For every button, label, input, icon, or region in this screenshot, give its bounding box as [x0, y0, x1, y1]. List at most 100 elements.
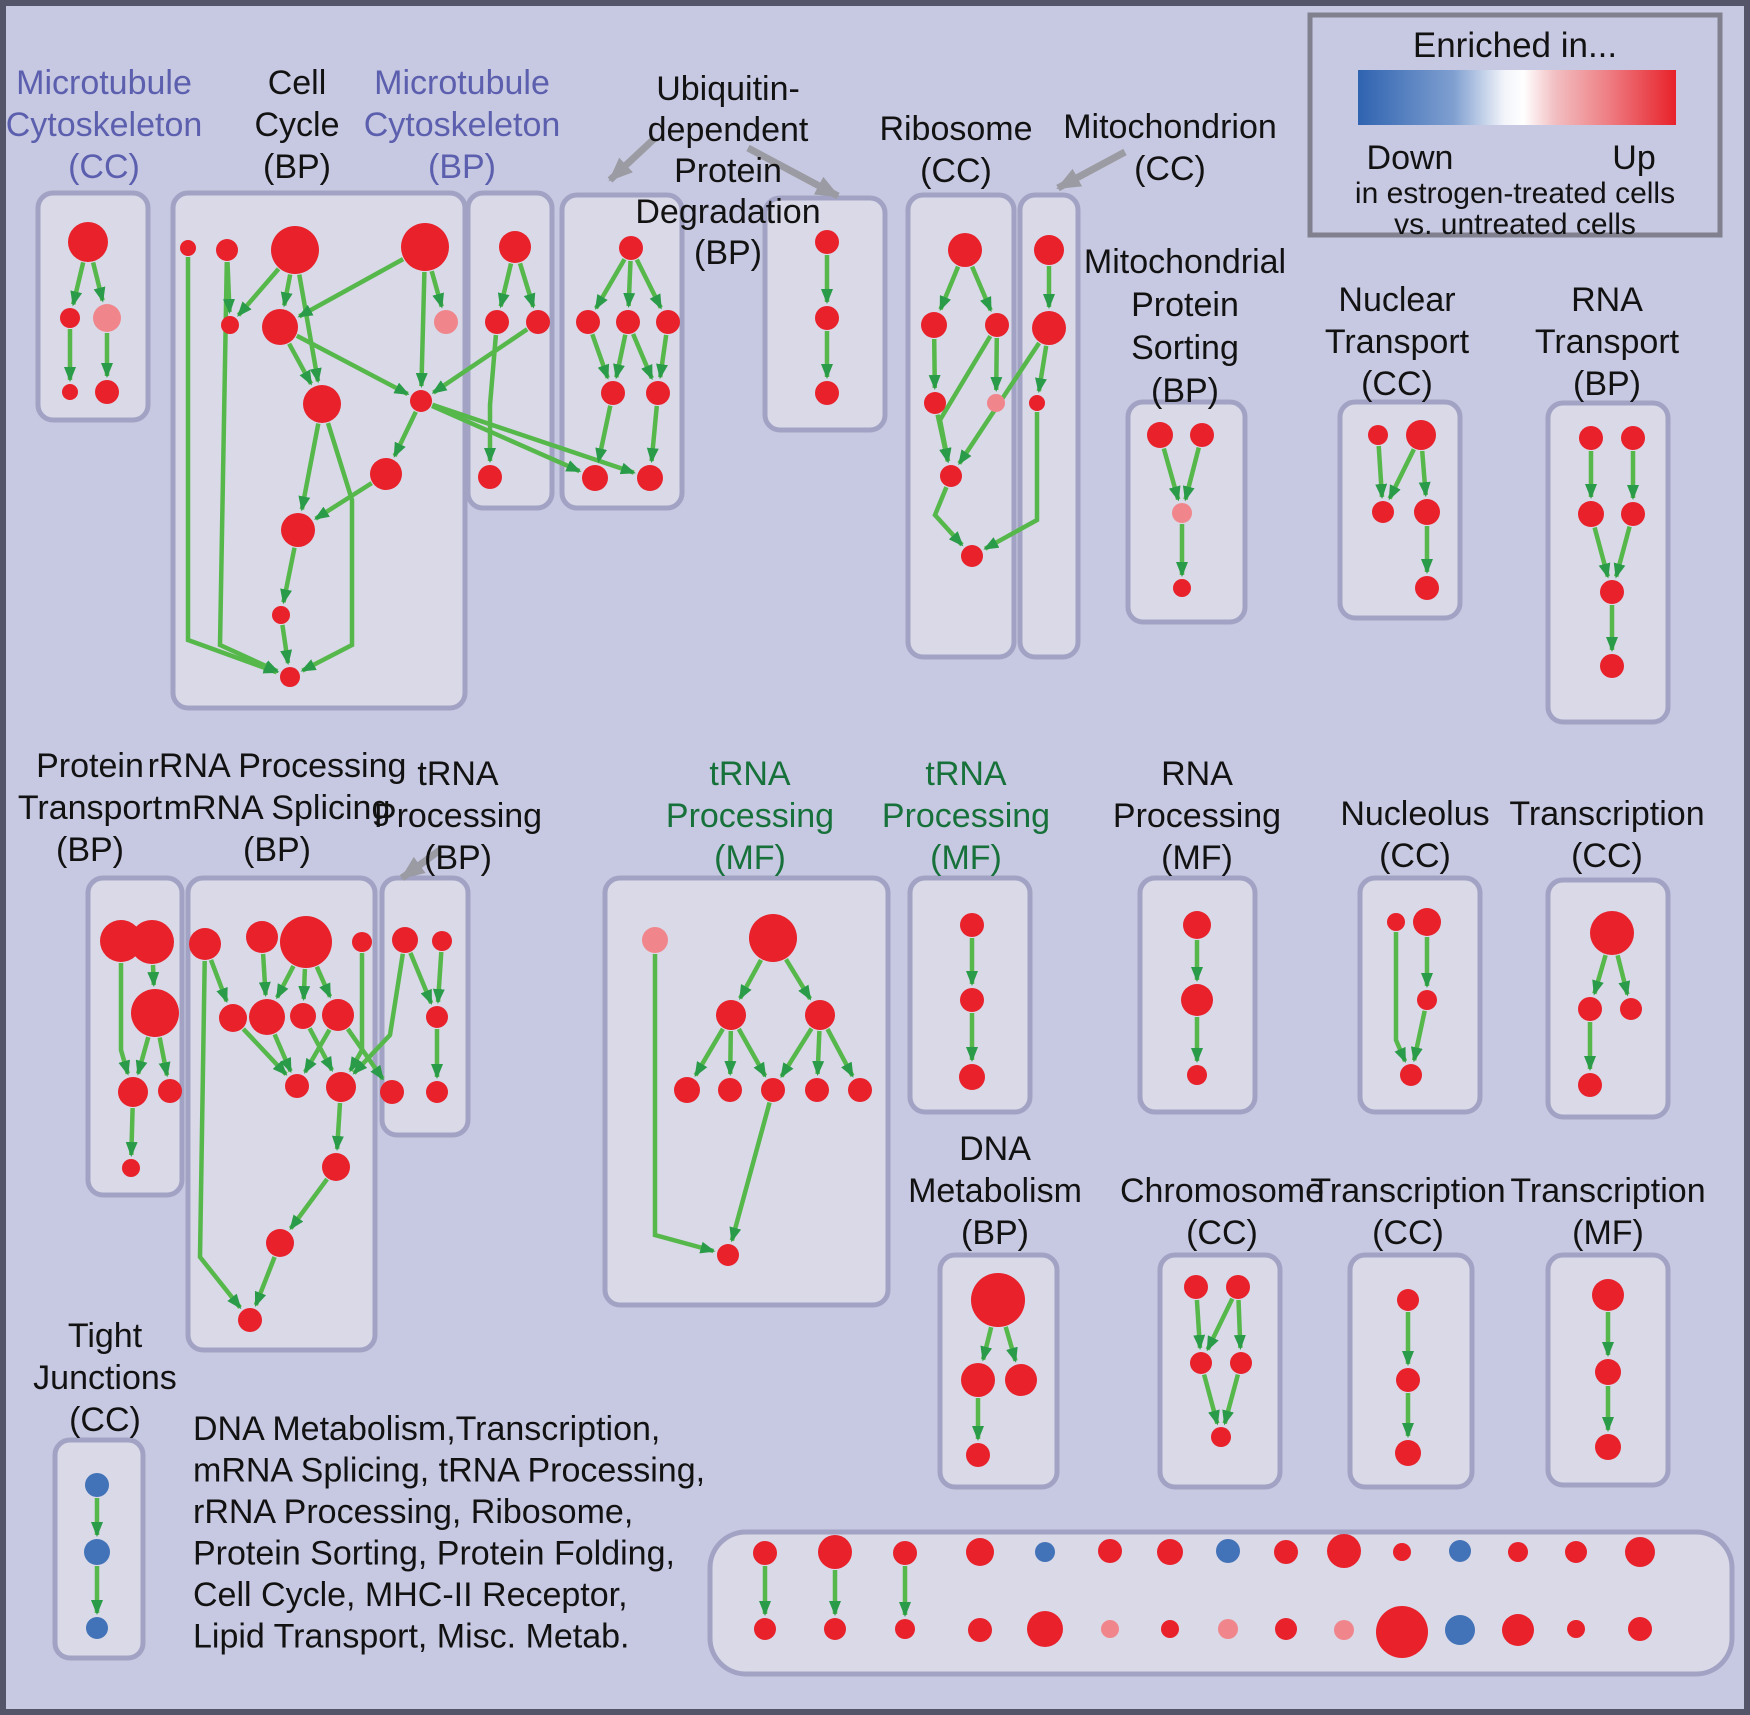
edge-arrow — [432, 951, 445, 1004]
edge-arrow — [287, 342, 313, 386]
ribosome-label: Ribosome (CC) — [879, 110, 1032, 190]
go-term-node — [1032, 311, 1066, 345]
go-term-node — [280, 916, 332, 968]
go-term-node — [761, 1078, 785, 1102]
legend-subtitle-1: in estrogen-treated cells — [1355, 177, 1675, 210]
cluster-box-nuclear-transport-cc — [1337, 399, 1463, 621]
edge-arrow — [1615, 954, 1631, 997]
go-term-node — [1101, 1620, 1119, 1638]
go-term-node — [961, 1363, 995, 1397]
edge-arrow — [236, 267, 281, 317]
go-term-node — [526, 310, 550, 334]
go-term-node — [674, 1077, 700, 1103]
microtubule-cc-label: Microtubule Cytoskeleton (CC) — [6, 64, 203, 186]
go-term-node — [1034, 235, 1064, 265]
go-term-node — [1567, 1620, 1585, 1638]
edge-arrow — [1592, 526, 1611, 579]
edge-arrow — [392, 410, 418, 458]
go-term-node — [326, 1072, 356, 1102]
edge-arrow — [738, 958, 763, 1001]
go-term-node — [322, 1153, 350, 1181]
go-term-node — [130, 920, 174, 964]
edge-arrow — [484, 334, 499, 463]
edge-arrow — [517, 262, 536, 309]
trna-bp-label: tRNA Processing (BP) — [374, 755, 542, 877]
category-note: DNA Metabolism,Transcription, mRNA Splici… — [193, 1410, 705, 1656]
edge-arrow — [1592, 954, 1608, 996]
go-term-node — [971, 1273, 1025, 1327]
go-term-node — [189, 928, 221, 960]
cluster-box-microtubule-cc — [35, 190, 151, 423]
go-term-node — [717, 1244, 739, 1266]
go-term-node — [961, 545, 983, 567]
edge-arrow — [275, 964, 296, 1000]
go-term-node — [1327, 1534, 1361, 1568]
rna-processing-mf-label: RNA Processing (MF) — [1113, 755, 1281, 877]
go-term-node — [478, 465, 502, 489]
go-term-node — [303, 385, 341, 423]
go-term-node — [815, 306, 839, 330]
go-term-node — [249, 999, 285, 1035]
edge-arrow — [812, 1030, 825, 1076]
go-term-node — [158, 1079, 182, 1103]
go-term-node — [1334, 1620, 1354, 1640]
go-term-node — [1027, 1611, 1063, 1647]
edge-arrow — [1201, 1374, 1220, 1426]
go-term-node — [582, 465, 608, 491]
edge-arrow — [1003, 1326, 1018, 1363]
edge-arrow — [415, 271, 428, 388]
cluster-box-trna-processing-mf-1 — [602, 875, 891, 1308]
go-term-node — [815, 381, 839, 405]
go-term-node — [1098, 1539, 1122, 1563]
go-term-node — [805, 1078, 829, 1102]
go-term-node — [716, 1000, 746, 1030]
edge-arrow — [990, 337, 1003, 392]
edge-arrow — [314, 965, 333, 999]
edge-arrow — [288, 1177, 329, 1231]
go-term-node — [1397, 1289, 1419, 1311]
go-term-node — [68, 222, 108, 262]
go-term-node — [1578, 1073, 1602, 1097]
go-term-node — [499, 231, 531, 263]
edge-arrow — [595, 405, 613, 464]
go-term-node — [1600, 654, 1624, 678]
go-term-node — [966, 1538, 994, 1566]
go-term-node — [84, 1539, 110, 1565]
go-term-node — [1190, 423, 1214, 447]
go-term-node — [85, 1473, 109, 1497]
go-term-node — [426, 1081, 448, 1103]
edge-arrow — [938, 265, 961, 312]
edge-arrow — [652, 954, 716, 1254]
edge-arrow — [345, 1027, 385, 1081]
edge-arrow — [779, 1027, 814, 1079]
edge-arrow — [222, 261, 235, 314]
go-term-node — [1393, 1543, 1411, 1561]
edge-arrow — [1205, 1297, 1235, 1352]
go-term-node — [966, 1443, 990, 1467]
go-term-node — [434, 310, 458, 334]
go-term-node — [1592, 1279, 1624, 1311]
edge-arrow — [693, 1027, 725, 1078]
edge-arrow — [1387, 448, 1416, 501]
rrna-mrna-label: rRNA Processing mRNA Splicing (BP) — [148, 747, 407, 869]
go-term-node — [1621, 426, 1645, 450]
go-term-node — [272, 606, 290, 624]
go-term-node — [1173, 579, 1191, 597]
go-term-node — [1508, 1542, 1528, 1562]
edge-arrow — [258, 953, 271, 997]
cluster-box-dna-metabolism-bp — [937, 1252, 1060, 1490]
edge-arrow — [928, 338, 941, 390]
go-term-node — [1595, 1434, 1621, 1460]
cluster-box-mitochondrion-cc — [1017, 192, 1081, 660]
go-term-node — [637, 465, 663, 491]
legend-up-label: Up — [1612, 139, 1655, 177]
pointer-to-trna-bp-box-icon — [399, 847, 443, 881]
go-term-node — [1147, 422, 1173, 448]
go-term-node — [960, 913, 984, 937]
go-term-node — [1161, 1620, 1179, 1638]
go-term-node — [100, 920, 142, 962]
go-term-node — [753, 1541, 777, 1565]
go-term-node — [219, 1004, 247, 1032]
go-term-node — [987, 394, 1005, 412]
